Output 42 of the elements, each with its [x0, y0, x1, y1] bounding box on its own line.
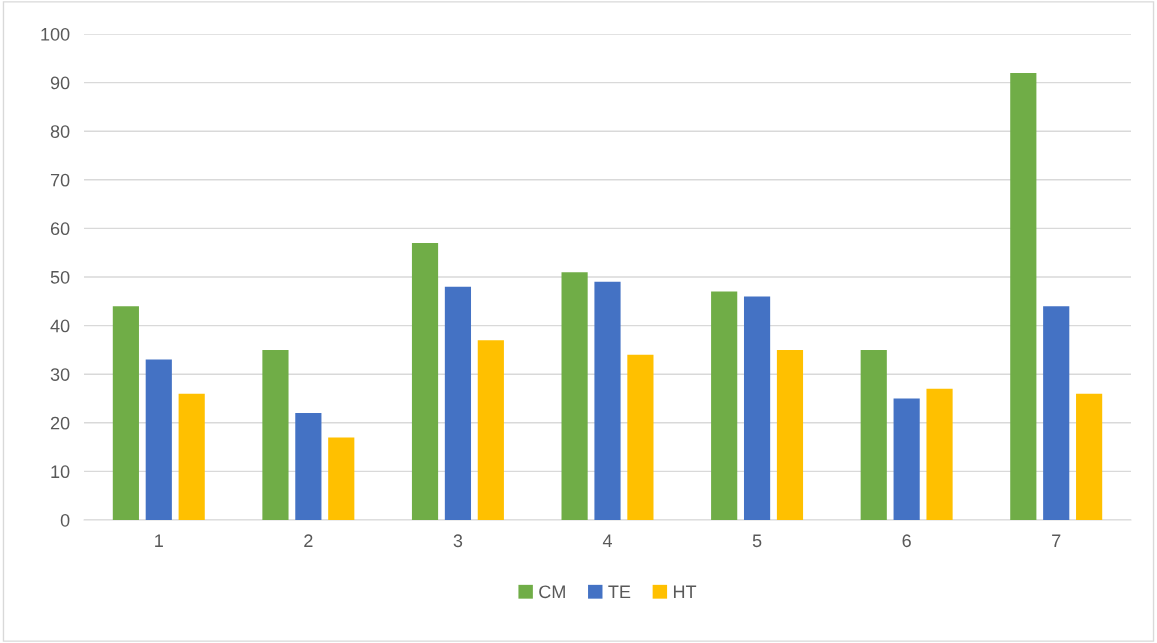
legend-label: TE: [608, 585, 631, 599]
x-tick-label: 4: [602, 534, 612, 547]
x-tick-label: 5: [752, 534, 762, 548]
y-tick-label: 30: [50, 368, 70, 381]
bar: [776, 349, 804, 520]
legend-label: CM: [539, 585, 565, 599]
y-tick-label: 0: [60, 513, 70, 527]
x-tick-label: 3: [453, 534, 463, 548]
bar: [594, 281, 621, 520]
bar: [1043, 306, 1070, 520]
x-tick-label: 6: [902, 534, 911, 548]
bar: [477, 340, 504, 520]
bar: [1076, 393, 1103, 520]
y-tick-label: 60: [50, 222, 70, 236]
x-tick-label: 7: [1052, 534, 1061, 547]
bar: [145, 359, 172, 520]
bar: [627, 354, 654, 520]
y-tick-label: 100: [41, 27, 70, 41]
legend-label: HT: [673, 585, 697, 599]
y-tick-label: 90: [50, 76, 70, 90]
x-tick-label: 1: [155, 534, 163, 547]
bar: [411, 242, 439, 520]
bar: [178, 393, 205, 520]
bar: [1010, 72, 1037, 520]
y-tick-label: 50: [50, 270, 70, 284]
y-tick-label: 80: [50, 125, 70, 138]
bar: [561, 272, 588, 520]
x-tick-label: 2: [304, 534, 313, 547]
bar: [328, 437, 355, 520]
y-tick-label: 70: [50, 173, 70, 187]
bar: [711, 291, 738, 520]
y-tick-label: 10: [51, 465, 70, 479]
bar: [295, 413, 322, 520]
bar: [743, 296, 771, 520]
y-tick-label: 20: [50, 416, 70, 430]
bar: [893, 398, 920, 520]
bar: [262, 349, 289, 520]
bar: [860, 349, 887, 520]
bar: [926, 388, 953, 520]
bar: [112, 306, 139, 520]
y-tick-label: 40: [50, 319, 70, 333]
bar: [444, 286, 472, 520]
